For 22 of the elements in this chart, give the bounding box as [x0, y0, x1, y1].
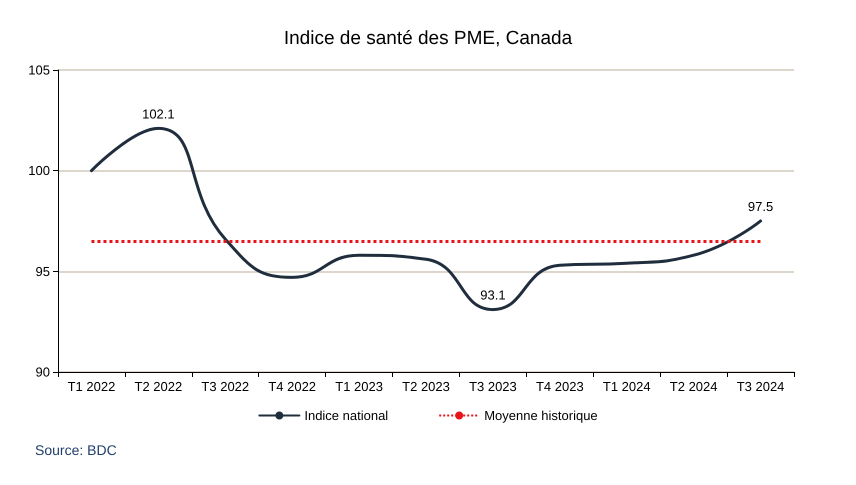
x-tick-label: T1 2024 [602, 379, 651, 394]
source-note: Source: BDC [35, 442, 117, 458]
y-tick-label: 95 [36, 264, 50, 279]
chart-title: Indice de santé des PME, Canada [284, 28, 573, 49]
x-tick-label: T2 2024 [670, 379, 718, 394]
legend-label: Moyenne historique [484, 408, 598, 423]
x-tick-label: T3 2022 [201, 379, 250, 394]
legend-label: Indice national [304, 408, 388, 423]
y-tick-label: 100 [28, 163, 50, 178]
x-tick-label: T3 2023 [469, 379, 517, 394]
x-tick-label: T4 2023 [536, 379, 584, 394]
data-label: 102.1 [142, 106, 175, 122]
x-tick-label: T3 2024 [736, 379, 784, 394]
x-tick-label: T2 2023 [402, 379, 450, 394]
y-tick-label: 105 [28, 62, 50, 78]
x-tick-label: T4 2022 [268, 379, 316, 394]
y-tick-label: 90 [36, 364, 50, 380]
data-label: 93.1 [480, 288, 506, 303]
data-label: 97.5 [748, 199, 774, 214]
x-tick-label: T1 2022 [68, 379, 116, 394]
x-tick-label: T2 2022 [134, 379, 182, 394]
x-tick-label: T1 2023 [335, 379, 383, 394]
